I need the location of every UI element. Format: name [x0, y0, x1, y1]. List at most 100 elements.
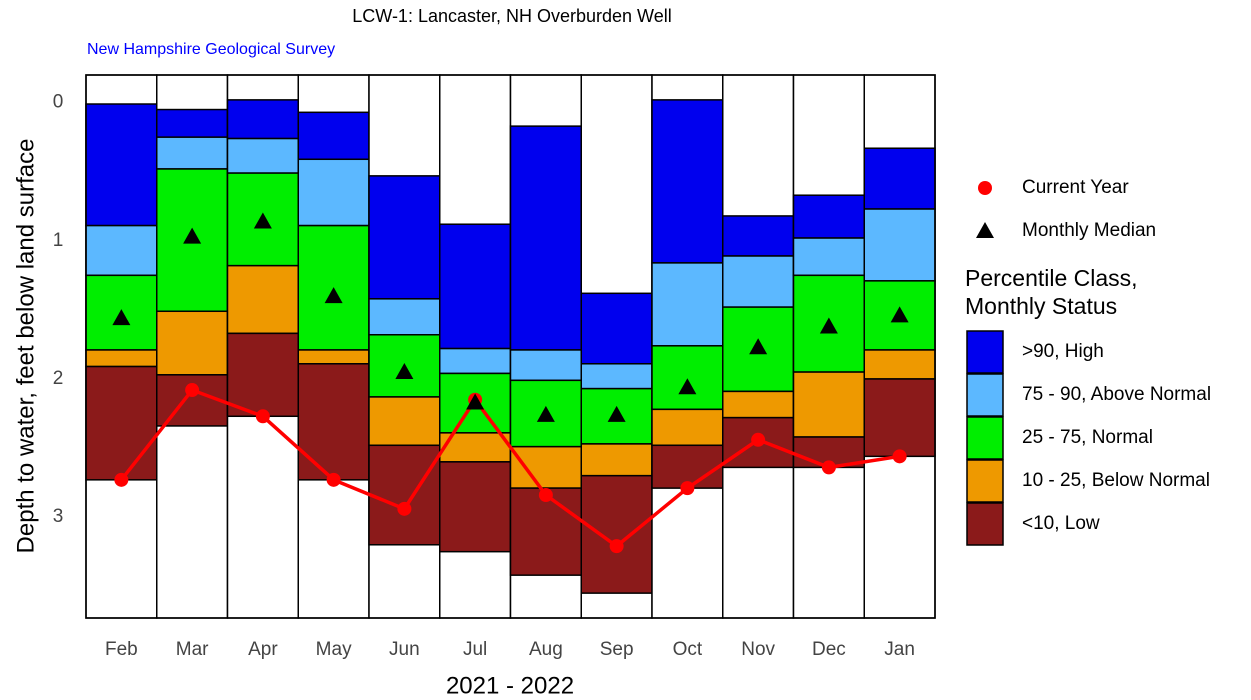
x-tick-label: May: [316, 639, 352, 660]
percentile-segment: [509, 445, 582, 489]
percentile-segment: [85, 103, 158, 227]
x-tick-label: Jan: [884, 639, 915, 660]
legend-swatch: [966, 416, 1004, 460]
y-tick-label: 2: [53, 368, 64, 389]
current-year-point: [751, 432, 766, 447]
legend-label: >90, High: [1022, 341, 1104, 362]
median-marker: [749, 338, 768, 355]
current-year-point: [821, 460, 836, 475]
y-tick-label: 1: [53, 230, 64, 251]
legend-swatch: [966, 330, 1004, 374]
percentile-segment: [368, 298, 441, 336]
median-marker: [607, 405, 626, 422]
percentile-segment: [439, 461, 512, 553]
percentile-segment: [156, 108, 229, 138]
percentile-segment: [509, 487, 582, 576]
x-tick-label: Apr: [248, 639, 278, 660]
y-tick-label: 3: [53, 506, 64, 527]
legend-swatch: [966, 373, 1004, 417]
legend-title: Monthly Status: [965, 293, 1117, 319]
median-marker: [253, 212, 272, 229]
current-year-point: [609, 539, 624, 554]
percentile-segment: [651, 262, 724, 347]
legend-label: 75 - 90, Above Normal: [1022, 384, 1211, 405]
percentile-segment: [863, 147, 936, 210]
percentile-segment: [439, 347, 512, 375]
current-year-point: [255, 409, 270, 424]
percentile-segment: [722, 255, 795, 308]
percentile-segment: [792, 371, 865, 438]
percentile-segment: [226, 99, 299, 140]
percentile-segment: [297, 349, 370, 365]
x-tick-label: Feb: [105, 639, 138, 660]
median-marker: [324, 287, 343, 304]
percentile-segment: [368, 175, 441, 300]
percentile-segment: [297, 158, 370, 227]
median-marker: [395, 363, 414, 380]
percentile-segment: [722, 390, 795, 419]
chart-title: LCW-1: Lancaster, NH Overburden Well: [352, 6, 671, 26]
percentile-segment: [651, 444, 724, 489]
percentile-segment: [297, 363, 370, 481]
x-axis-label: 2021 - 2022: [446, 672, 574, 699]
legend-label: Monthly Median: [1022, 220, 1156, 241]
percentile-segment: [722, 215, 795, 257]
chart-subtitle: New Hampshire Geological Survey: [87, 41, 335, 58]
legend-swatch: [966, 502, 1004, 546]
percentile-segment: [85, 365, 158, 481]
median-marker: [536, 405, 555, 422]
percentile-segment: [85, 349, 158, 368]
current-year-point: [114, 472, 129, 487]
percentile-segment: [580, 474, 653, 594]
x-tick-label: Dec: [812, 639, 846, 660]
legend-marker: [976, 222, 994, 238]
current-year-point: [680, 481, 695, 496]
x-tick-label: Jul: [463, 639, 487, 660]
percentile-segment: [651, 408, 724, 447]
percentile-segment: [439, 223, 512, 350]
median-marker: [183, 227, 202, 244]
legend-title: Percentile Class,: [965, 265, 1138, 291]
legend-label: 10 - 25, Below Normal: [1022, 470, 1210, 491]
percentile-segment: [226, 332, 299, 418]
median-marker: [678, 378, 697, 395]
median-marker: [112, 309, 131, 326]
percentile-segment: [863, 208, 936, 282]
percentile-segment: [651, 99, 724, 264]
current-year-point: [397, 501, 412, 516]
x-tick-label: Sep: [600, 639, 634, 660]
current-year-point: [538, 488, 553, 503]
percentile-segment: [297, 111, 370, 161]
current-year-line: [120, 387, 900, 549]
percentile-segment: [863, 378, 936, 458]
percentile-segment: [580, 292, 653, 365]
x-tick-label: Mar: [176, 639, 209, 660]
y-axis-label: Depth to water, feet below land surface: [12, 139, 39, 554]
median-marker: [890, 306, 909, 323]
x-tick-label: Oct: [673, 639, 703, 660]
x-tick-label: Nov: [741, 639, 775, 660]
median-marker: [819, 317, 838, 334]
x-tick-label: Jun: [389, 639, 420, 660]
legend-label: 25 - 75, Normal: [1022, 427, 1153, 448]
percentile-segment: [651, 345, 724, 411]
percentile-segment: [368, 444, 441, 546]
percentile-segment: [226, 137, 299, 174]
percentile-segment: [863, 349, 936, 380]
legend-label: <10, Low: [1022, 513, 1100, 534]
percentile-segment: [580, 443, 653, 477]
percentile-segment: [509, 125, 582, 351]
x-tick-label: Aug: [529, 639, 563, 660]
legend-marker: [978, 181, 992, 195]
percentile-segment: [156, 310, 229, 376]
current-year-point: [326, 472, 341, 487]
y-tick-label: 0: [53, 92, 64, 113]
percentile-segment: [368, 396, 441, 447]
legend-swatch: [966, 459, 1004, 503]
percentile-segment: [792, 237, 865, 277]
median-marker: [466, 393, 485, 410]
plot-border: [85, 74, 936, 619]
percentile-segment: [792, 194, 865, 239]
percentile-segment: [226, 264, 299, 335]
